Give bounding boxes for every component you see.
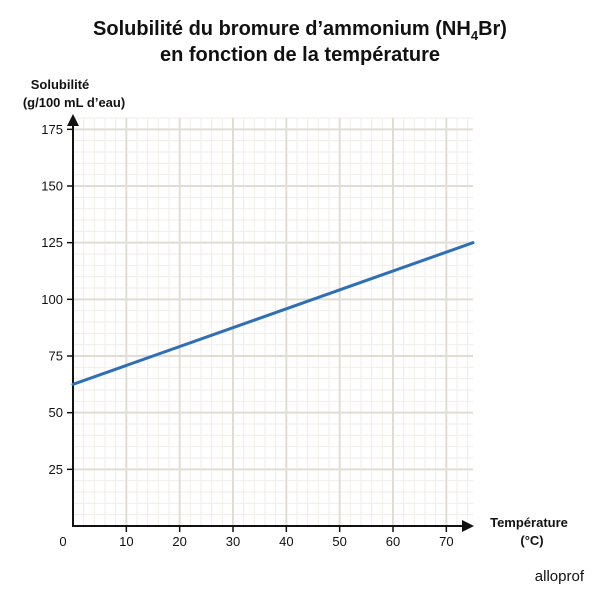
origin-label: 0 xyxy=(59,534,66,549)
y-tick-label: 150 xyxy=(41,179,63,194)
x-ticks: 10 20 30 40 50 60 70 xyxy=(119,526,454,549)
y-ticks: 25 50 75 100 125 150 175 xyxy=(41,122,73,477)
x-tick-label: 60 xyxy=(386,534,400,549)
x-tick-label: 20 xyxy=(172,534,186,549)
x-axis-title-line-2: (°C) xyxy=(520,533,543,548)
y-tick-label: 175 xyxy=(41,122,63,137)
minor-grid xyxy=(73,117,473,526)
x-tick-label: 70 xyxy=(439,534,453,549)
x-tick-label: 10 xyxy=(119,534,133,549)
y-tick-label: 25 xyxy=(49,462,63,477)
y-axis-arrow-icon xyxy=(67,114,79,126)
chart-title-subscript: 4 xyxy=(471,28,479,43)
chart-title-prefix: Solubilité du bromure d’ammonium (NH xyxy=(93,18,471,40)
chart-title-line-1: Solubilité du bromure d’ammonium (NH4Br) xyxy=(93,18,507,43)
x-axis-arrow-icon xyxy=(462,520,474,532)
series-group xyxy=(71,241,475,386)
x-tick-label: 40 xyxy=(279,534,293,549)
y-tick-label: 125 xyxy=(41,235,63,250)
chart-title-line-2: en fonction de la température xyxy=(160,44,440,66)
y-tick-label: 50 xyxy=(49,405,63,420)
axes xyxy=(67,114,474,532)
solubility-line xyxy=(71,241,475,386)
y-axis-title-line-1: Solubilité xyxy=(31,77,90,92)
y-axis-title-line-2: (g/100 mL d’eau) xyxy=(23,95,125,110)
chart-title-suffix: Br) xyxy=(478,18,507,40)
y-tick-label: 75 xyxy=(49,349,63,364)
alloprof-logo: alloprof xyxy=(535,568,585,585)
x-axis-title-line-1: Température xyxy=(490,515,568,530)
major-grid xyxy=(73,118,473,526)
x-tick-label: 30 xyxy=(226,534,240,549)
x-tick-label: 50 xyxy=(332,534,346,549)
y-tick-label: 100 xyxy=(41,292,63,307)
